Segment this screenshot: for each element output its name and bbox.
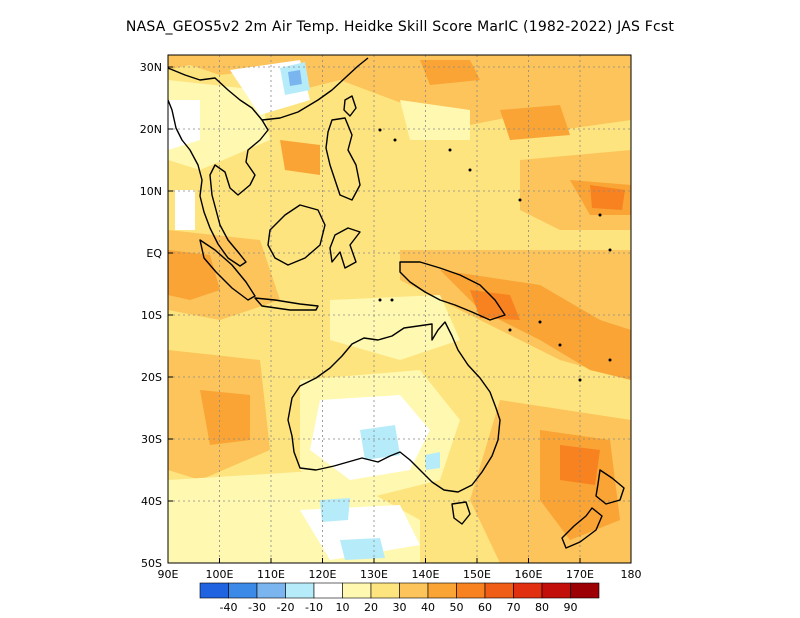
lon-tick-label: 130E bbox=[360, 568, 388, 581]
map-frame bbox=[167, 54, 632, 564]
lat-tick-label: 50S bbox=[141, 557, 162, 570]
colorbar-label: 60 bbox=[478, 601, 492, 614]
lon-tick-label: 140E bbox=[412, 568, 440, 581]
colorbar-label: -40 bbox=[220, 601, 238, 614]
colorbar-swatch bbox=[199, 582, 229, 599]
colorbar-swatch bbox=[285, 582, 315, 599]
colorbar-swatch bbox=[427, 582, 457, 599]
colorbar-label: -10 bbox=[305, 601, 323, 614]
colorbar-label: 20 bbox=[364, 601, 378, 614]
lon-tick-label: 90E bbox=[158, 568, 179, 581]
colorbar-swatch bbox=[456, 582, 486, 599]
colorbar-label: 80 bbox=[535, 601, 549, 614]
lat-tick-label: 20N bbox=[140, 123, 162, 136]
colorbar-label: -20 bbox=[277, 601, 295, 614]
colorbar-swatch bbox=[399, 582, 429, 599]
colorbar-swatch bbox=[228, 582, 258, 599]
lat-tick-label: 40S bbox=[141, 495, 162, 508]
colorbar-labels: -40 -30 -20 -10 10 20 30 40 50 60 70 80 90 bbox=[220, 601, 578, 614]
colorbar-label: 10 bbox=[336, 601, 350, 614]
lat-tick-label: EQ bbox=[146, 247, 162, 260]
colorbar-swatch bbox=[484, 582, 514, 599]
lon-tick-label: 100E bbox=[206, 568, 234, 581]
lat-tick-label: 10N bbox=[140, 185, 162, 198]
map-title: NASA_GEOS5v2 2m Air Temp. Heidke Skill S… bbox=[125, 19, 675, 35]
colorbar-label: 40 bbox=[421, 601, 435, 614]
lon-tick-label: 150E bbox=[463, 568, 491, 581]
coastlines bbox=[168, 57, 625, 549]
colorbar-label: 50 bbox=[450, 601, 464, 614]
colorbar-swatch bbox=[342, 582, 372, 599]
lat-tick-label: 30N bbox=[140, 61, 162, 74]
lon-tick-label: 120E bbox=[309, 568, 337, 581]
colorbar-swatch bbox=[370, 582, 400, 599]
colorbar-swatch bbox=[513, 582, 543, 599]
colorbar-swatch bbox=[541, 582, 571, 599]
lat-tick-label: 10S bbox=[141, 309, 162, 322]
lon-tick-label: 160E bbox=[515, 568, 543, 581]
colorbar bbox=[199, 582, 600, 599]
colorbar-label: 70 bbox=[507, 601, 521, 614]
lon-tick-label: 180 bbox=[621, 568, 642, 581]
colorbar-swatch bbox=[256, 582, 286, 599]
lat-tick-label: 30S bbox=[141, 433, 162, 446]
colorbar-label: 90 bbox=[564, 601, 578, 614]
colorbar-swatch bbox=[570, 582, 600, 599]
skill-field bbox=[168, 55, 631, 563]
colorbar-label: -30 bbox=[248, 601, 266, 614]
colorbar-swatch bbox=[313, 582, 343, 599]
lat-tick-label: 20S bbox=[141, 371, 162, 384]
lon-tick-label: 110E bbox=[257, 568, 285, 581]
lon-tick-label: 170E bbox=[566, 568, 594, 581]
colorbar-label: 30 bbox=[393, 601, 407, 614]
